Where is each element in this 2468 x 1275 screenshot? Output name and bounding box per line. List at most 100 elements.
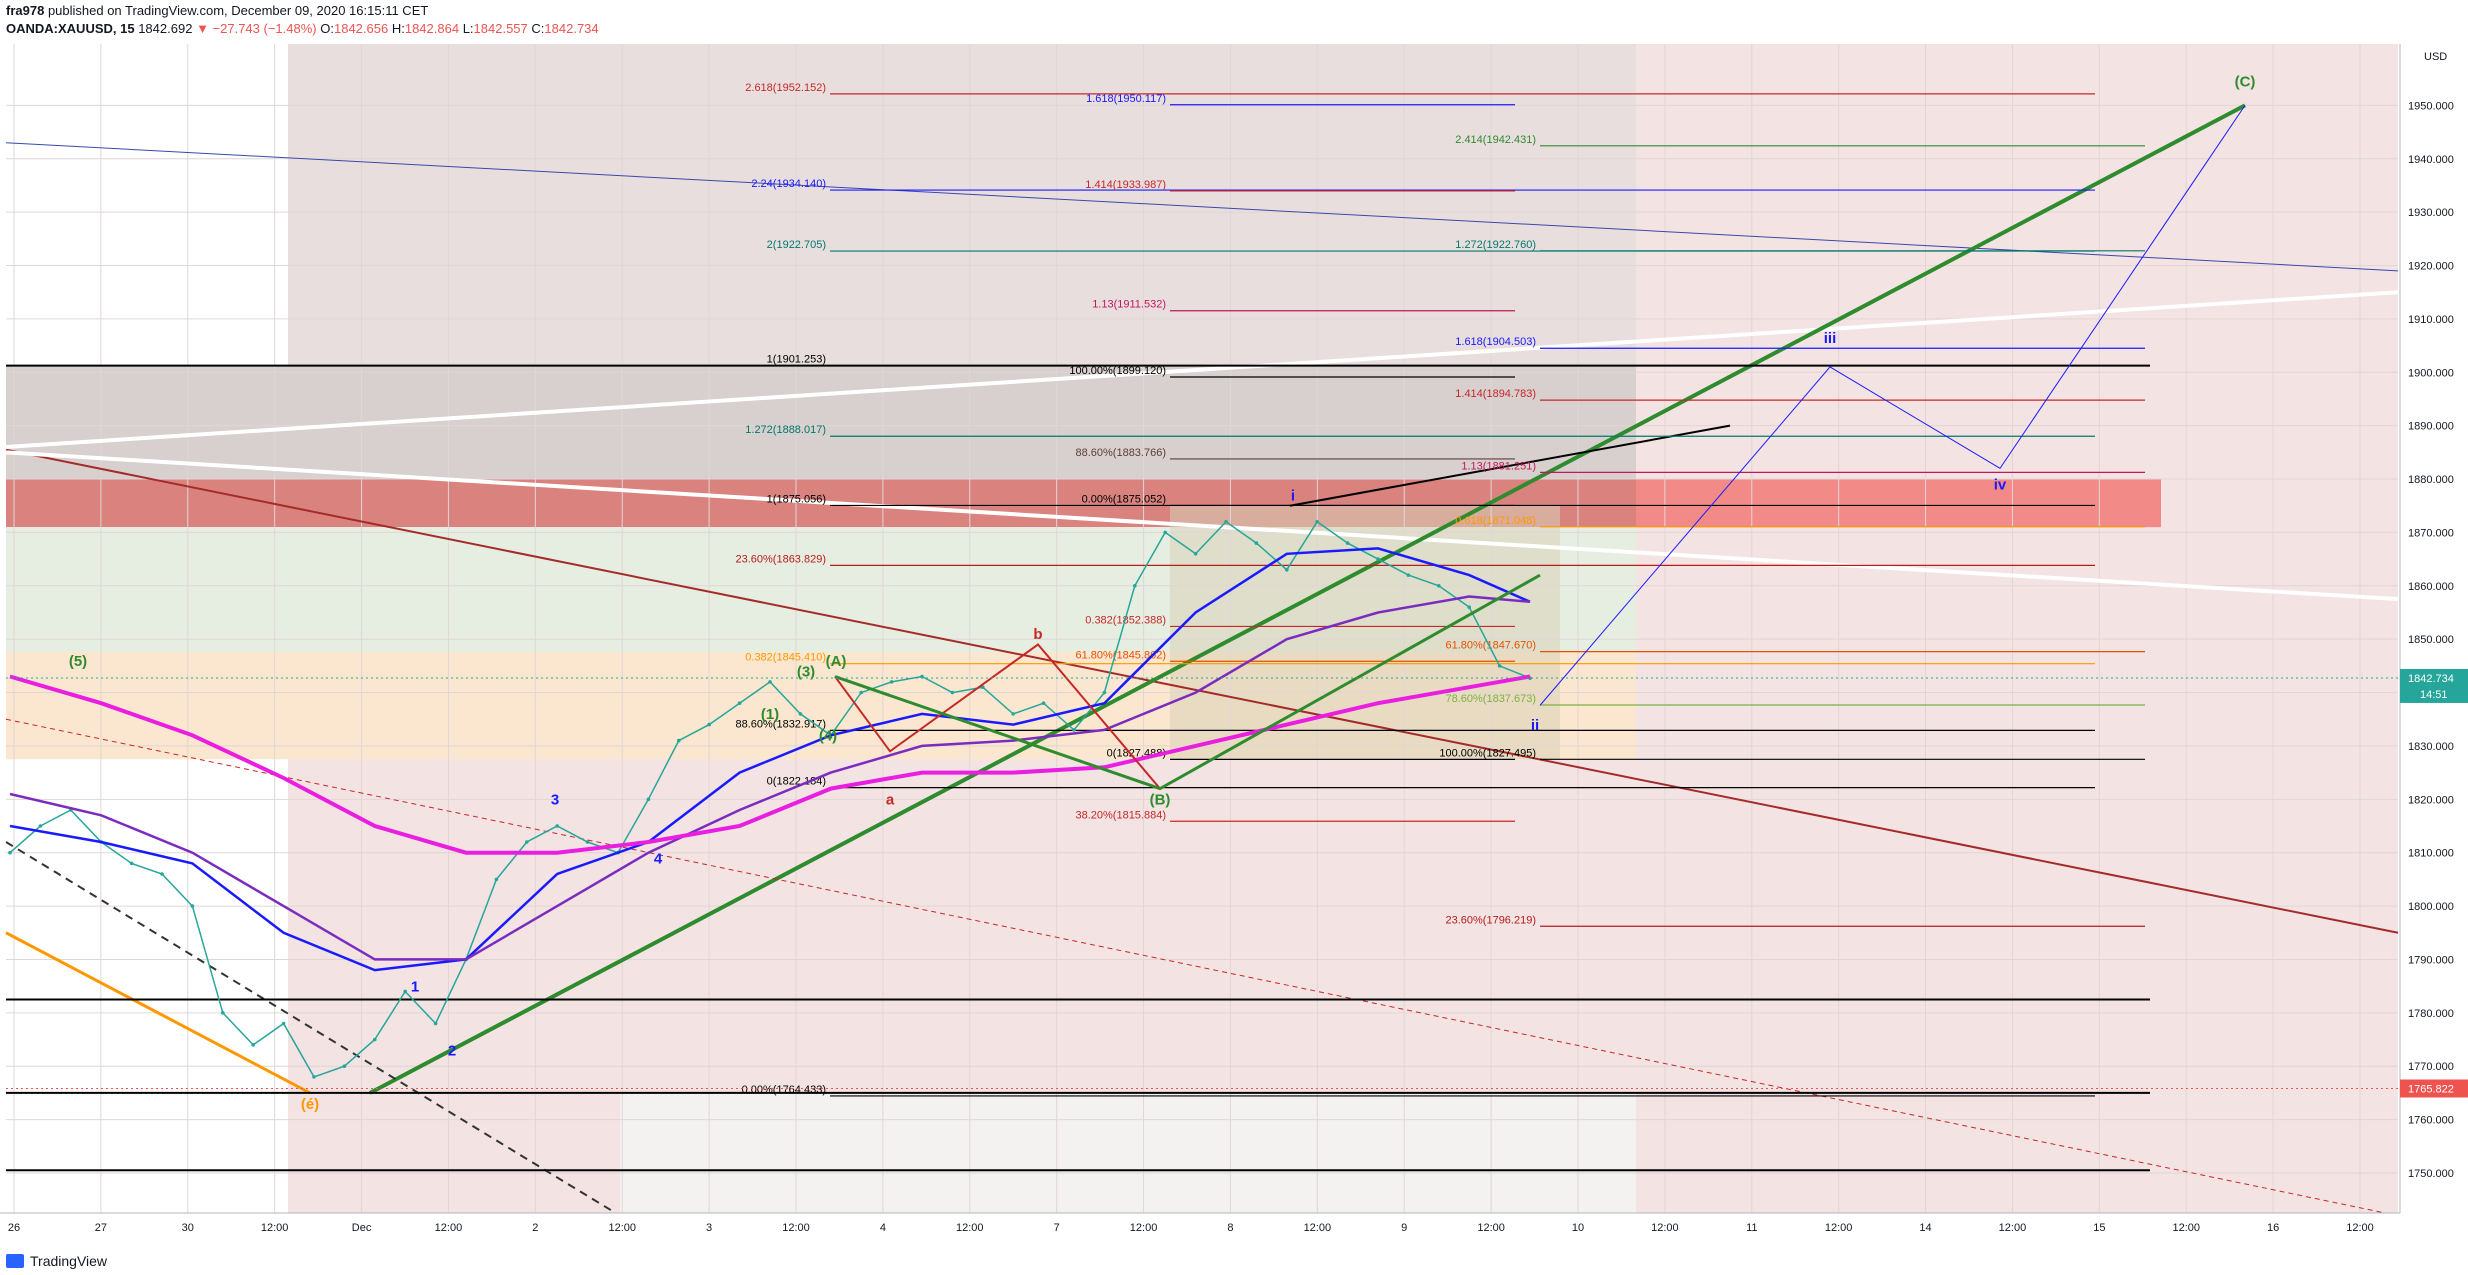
wave-label: i [1291,487,1295,504]
close-value: 1842.734 [544,21,599,36]
price-point [950,690,955,695]
x-tick-label: 9 [1401,1222,1407,1234]
grid [6,44,2398,1213]
y-tick-label: 1950.000 [2408,100,2454,112]
trendline-green [369,103,2246,1095]
fib-level-label: 2.618(1952.152) [745,82,826,94]
wave-label: b [1033,626,1042,643]
price-point [1163,530,1167,535]
price-point [1072,728,1076,732]
fib-level-label: 23.60%(1796.219) [1445,914,1536,926]
price-point [494,877,499,882]
fib-level-label: 2.414(1942.431) [1455,134,1536,146]
y-tick-label: 1860.000 [2408,581,2454,593]
price-change: ▼ −27.743 (−1.48%) [196,21,317,36]
fib-level-label: 0.618(1871.048) [1455,515,1536,527]
price-point [1193,551,1198,556]
wave-label: (3) [797,664,815,681]
y-tick-label: 1870.000 [2408,527,2454,539]
publish-line: fra978 published on TradingView.com, Dec… [6,2,1406,20]
last-price: 1842.692 [138,21,193,36]
price-point [312,1075,316,1079]
trendline-brown [5,448,2399,934]
trendline-black [1289,424,1731,507]
price-point [1315,519,1319,524]
price-point [251,1043,255,1047]
price-point [342,1064,347,1069]
wave-label: (5) [69,653,87,670]
wave-label: (A) [826,653,847,670]
x-tick-label: 12:00 [435,1222,463,1234]
fib-level-label: 1.414(1933.987) [1085,179,1166,191]
chart-header: fra978 published on TradingView.com, Dec… [6,2,1406,42]
x-tick-label: 3 [706,1222,712,1234]
fib-level-label: 1.13(1881.251) [1461,460,1536,472]
price-point [859,690,863,695]
series-ma-blue [9,547,1531,972]
tradingview-logo-icon[interactable] [6,1254,24,1268]
price-point [373,1037,377,1042]
symbol[interactable]: OANDA:XAUUSD, 15 [6,21,135,36]
fib-level-label: 1(1901.253) [767,354,826,366]
y-tick-label: 1880.000 [2408,474,2454,486]
author[interactable]: fra978 [6,3,45,18]
x-tick-label: 30 [182,1222,194,1234]
x-tick-label: 12:00 [1477,1222,1505,1234]
y-tick-label: 1850.000 [2408,634,2454,646]
price-badge-time: 14:51 [2420,689,2448,701]
fib-level-label: 61.80%(1845.862) [1075,649,1166,661]
wave-label: (é) [301,1096,319,1113]
fib-level-label: 23.60%(1863.829) [735,553,826,565]
price-point [1467,605,1471,609]
y-tick-label: 1790.000 [2408,954,2454,966]
zone-box [1170,505,1560,760]
price-point [525,840,529,844]
x-tick-label: 12:00 [2346,1222,2374,1234]
x-tick-label: 12:00 [608,1222,636,1234]
series-ma-purple [9,595,1531,961]
time-axis-background [0,1213,2400,1245]
ohlc-line: OANDA:XAUUSD, 15 1842.692 ▼ −27.743 (−1.… [6,20,1406,38]
price-point [1224,519,1228,524]
price-point [1345,541,1350,545]
y-tick-label: 1900.000 [2408,367,2454,379]
price-point [1041,701,1046,706]
fib-level-label: 1.13(1911.532) [1092,299,1166,311]
trendline-blue [5,142,2399,272]
series-ma-magenta [9,674,1531,855]
brand-name: TradingView [30,1253,108,1269]
price-point [1497,664,1502,668]
fib-level-label: 88.60%(1883.766) [1075,447,1166,459]
fib-level-label: 0.00%(1764.433) [742,1084,826,1096]
fib-level-label: 78.60%(1837.673) [1445,693,1536,705]
x-tick-label: 2 [532,1222,538,1234]
price-point [281,1021,286,1026]
x-tick-label: 12:00 [1825,1222,1853,1234]
wave-label: iv [1994,477,2007,494]
price-point [1133,583,1137,588]
x-tick-label: 26 [8,1222,20,1234]
y-tick-label: 1810.000 [2408,848,2454,860]
high-label: H: [391,21,405,36]
fib-level-label: 2(1922.705) [767,239,826,251]
x-tick-label: 16 [2267,1222,2279,1234]
trendline-white [5,290,2399,450]
x-tick-label: 15 [2093,1222,2105,1234]
price-point [1254,541,1259,545]
low-value: 1842.557 [473,21,528,36]
open-value: 1842.656 [333,21,389,36]
price-point [38,824,43,828]
x-tick-label: 12:00 [2172,1222,2200,1234]
x-tick-label: 12:00 [261,1222,289,1234]
fib-level-label: 2.24(1934.140) [751,178,826,190]
x-tick-label: 12:00 [1304,1222,1332,1234]
fib-level-label: 1.618(1904.503) [1455,336,1536,348]
y-tick-label: 1920.000 [2408,261,2454,273]
y-tick-label: 1930.000 [2408,207,2454,219]
x-tick-label: 14 [1919,1222,1931,1234]
x-tick-label: 8 [1227,1222,1233,1234]
price-point [1376,557,1380,561]
footer: TradingView [6,1250,107,1272]
fib-level-label: 100.00%(1827.495) [1439,747,1536,759]
